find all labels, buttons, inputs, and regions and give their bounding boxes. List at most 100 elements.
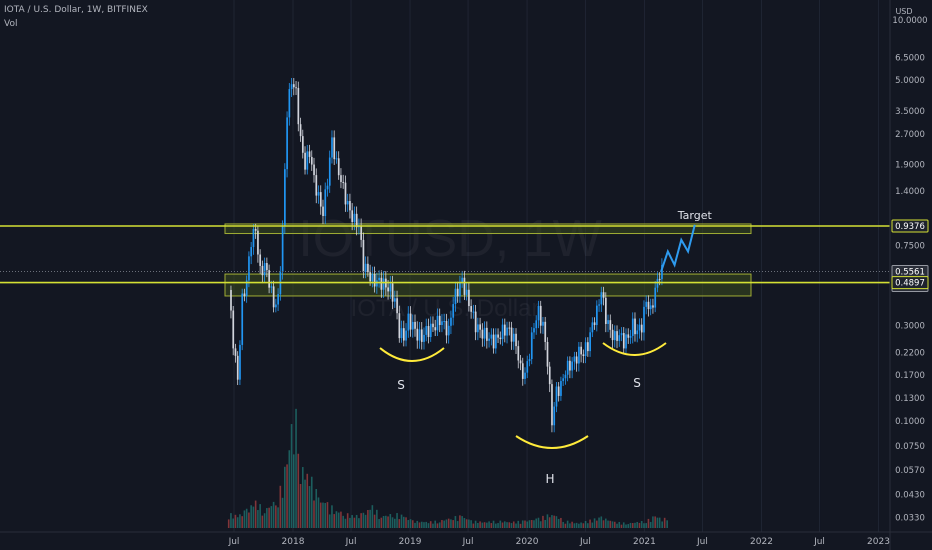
volume-bar <box>400 514 403 528</box>
candle-body <box>479 324 481 330</box>
volume-bar <box>344 518 347 528</box>
y-tick-label: 0.0570 <box>895 466 925 476</box>
volume-bar <box>557 518 560 528</box>
volume-bar <box>589 519 591 528</box>
candle-body <box>443 321 446 323</box>
y-tick-label: 0.9376 <box>895 222 925 232</box>
volume-bar <box>652 516 654 528</box>
candle-body <box>304 152 306 170</box>
candle-body <box>566 360 569 375</box>
volume-bar <box>434 520 437 528</box>
x-tick-label: Jul <box>813 537 825 547</box>
candle-body <box>571 361 574 371</box>
volume-bar <box>349 517 351 528</box>
volume-bar <box>492 520 495 528</box>
candle-body <box>517 346 520 361</box>
volume-bar <box>658 517 661 528</box>
volume-bar <box>490 523 493 528</box>
candle-body <box>344 182 347 205</box>
volume-bar <box>598 517 600 528</box>
volume-bar <box>627 524 630 528</box>
head-and-shoulders-pattern[interactable]: S H S <box>379 342 667 486</box>
volume-bar <box>474 520 477 528</box>
candle-body <box>382 278 385 290</box>
candle-body <box>524 372 526 379</box>
volume-bar <box>277 507 279 528</box>
candle-body <box>512 333 515 342</box>
candle-body <box>613 331 616 341</box>
volume-bar <box>367 509 369 528</box>
candle-body <box>396 298 398 314</box>
candle-body <box>620 333 623 336</box>
volume-bar <box>290 424 293 528</box>
volume-bar <box>360 513 362 528</box>
candle-body <box>598 304 600 306</box>
volume-bar <box>584 520 587 528</box>
candle-body <box>328 157 331 186</box>
volume-bar <box>438 522 441 528</box>
volume-bar <box>555 516 558 528</box>
y-tick-label: 0.0430 <box>895 491 925 501</box>
candle-body <box>582 354 585 356</box>
volume-bar <box>317 497 320 528</box>
volume-bar <box>546 514 549 528</box>
volume-bar <box>270 506 273 528</box>
candle-body <box>230 289 232 311</box>
grid <box>233 0 880 532</box>
volume-bar <box>573 523 576 528</box>
volume-bar <box>322 502 324 528</box>
volume-bar <box>427 523 430 528</box>
candle-body <box>544 321 547 342</box>
candle-body <box>423 334 425 342</box>
volume-bar <box>353 517 356 528</box>
x-tick-label: 2020 <box>516 537 539 547</box>
support-resistance-zones[interactable] <box>224 223 752 297</box>
volume-bars <box>227 408 668 528</box>
volume-bar <box>459 515 461 528</box>
volume-bar <box>268 507 270 528</box>
candle-body <box>510 327 513 342</box>
volume-bar <box>481 522 484 528</box>
volume-bar <box>324 502 327 528</box>
candle-body <box>234 348 237 356</box>
candle-body <box>340 175 342 182</box>
volume-bar <box>654 516 656 528</box>
volume-bar <box>519 523 522 528</box>
candle-body <box>380 277 383 290</box>
candle-body <box>450 317 452 326</box>
horizontal-level-lines[interactable] <box>0 225 890 284</box>
projection-path[interactable]: Target <box>660 209 712 272</box>
volume-bar <box>230 513 232 528</box>
y-tick-label: 0.5561 <box>895 268 925 278</box>
candle-body <box>483 327 486 339</box>
candle-body <box>236 355 239 380</box>
volume-bar <box>423 522 425 528</box>
candle-body <box>342 181 345 183</box>
candle-body <box>497 334 499 338</box>
candle-body <box>629 335 632 338</box>
volume-bar <box>306 473 309 528</box>
volume-bar <box>515 523 517 528</box>
candle-body <box>562 378 565 382</box>
time-axis[interactable]: Jul 2018 Jul 2019 Jul 2020 Jul 2021 Jul 2022 Jul 20… <box>0 531 932 547</box>
candle-body <box>477 324 479 333</box>
candle-body <box>301 136 304 153</box>
candle-body <box>288 89 291 118</box>
candle-body <box>387 287 389 292</box>
candle-body <box>602 292 605 298</box>
volume-bar <box>578 523 580 528</box>
candle-body <box>569 360 571 371</box>
volume-bar <box>593 518 596 528</box>
volume-bar <box>479 521 481 528</box>
y-tick-label: 0.0750 <box>895 442 925 452</box>
candle-body <box>405 330 407 341</box>
candle-body <box>402 328 405 341</box>
candle-body <box>661 265 663 280</box>
candle-body <box>488 338 490 341</box>
volume-bar <box>243 510 246 528</box>
volume-bar <box>618 521 621 528</box>
candle-body <box>618 335 621 341</box>
